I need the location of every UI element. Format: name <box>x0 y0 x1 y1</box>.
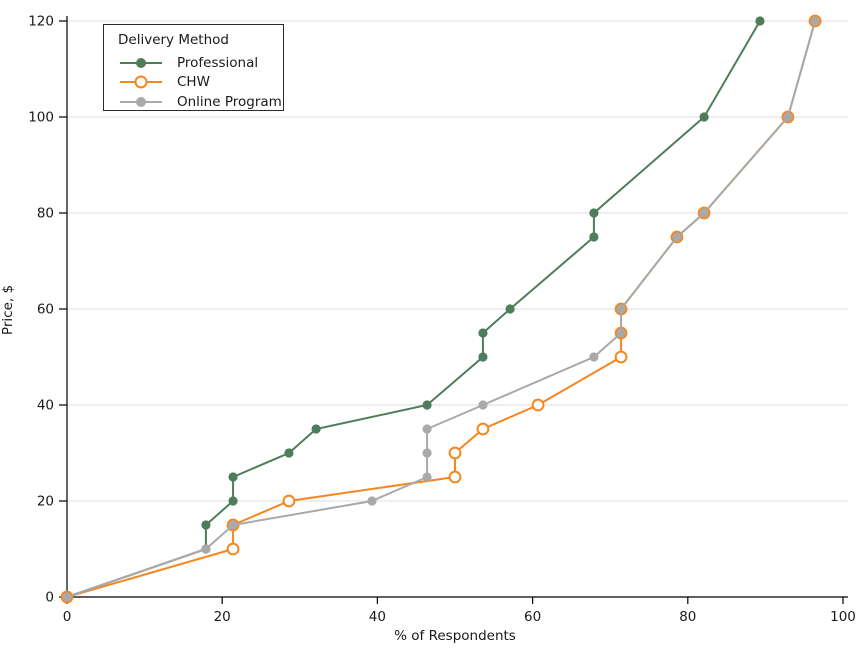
data-point-online-program <box>201 544 211 554</box>
legend-item-online-program: Online Program <box>118 92 283 112</box>
professional-line-marker-icon <box>120 57 162 68</box>
legend-item-professional: Professional <box>118 53 283 73</box>
series-professional <box>62 16 765 602</box>
data-point-professional <box>478 352 488 362</box>
y-axis-title: Price, $ <box>0 284 16 336</box>
legend: Delivery Method Professional CHW Online … <box>103 24 284 111</box>
x-tick-label-100: 100 <box>830 609 856 625</box>
data-point-online-program <box>422 448 432 458</box>
data-point-professional <box>589 208 599 218</box>
data-point-professional <box>505 304 515 314</box>
y-tick-label-100: 100 <box>28 110 54 126</box>
data-point-chw <box>448 470 462 484</box>
data-point-chw <box>226 542 240 556</box>
data-point-online-program <box>783 112 793 122</box>
y-tick-label-40: 40 <box>37 398 54 414</box>
data-point-professional <box>311 424 321 434</box>
data-point-online-program <box>62 592 72 602</box>
data-point-chw <box>448 446 462 460</box>
data-point-professional <box>284 448 294 458</box>
series-online-program <box>62 16 820 602</box>
chw-line-marker-icon <box>120 75 162 89</box>
y-tick-label-60: 60 <box>37 302 54 318</box>
data-point-online-program <box>422 472 432 482</box>
legend-title: Delivery Method <box>118 32 229 48</box>
y-tick-label-20: 20 <box>37 494 54 510</box>
legend-label: Online Program <box>177 93 282 110</box>
data-point-professional <box>201 520 211 530</box>
x-axis-title: % of Respondents <box>394 628 516 644</box>
data-point-chw <box>476 422 490 436</box>
data-point-professional <box>699 112 709 122</box>
x-tick-label-20: 20 <box>214 609 231 625</box>
data-point-chw <box>614 350 628 364</box>
data-point-online-program <box>478 400 488 410</box>
data-point-online-program <box>810 16 820 26</box>
data-point-chw <box>531 398 545 412</box>
y-tick-label-80: 80 <box>37 206 54 222</box>
data-point-professional <box>422 400 432 410</box>
data-point-online-program <box>589 352 599 362</box>
data-point-online-program <box>616 304 626 314</box>
data-point-online-program <box>228 520 238 530</box>
online-program-line-marker-icon <box>120 96 162 107</box>
legend-item-chw: CHW <box>118 73 283 93</box>
data-point-online-program <box>699 208 709 218</box>
data-point-professional <box>228 472 238 482</box>
data-point-professional <box>478 328 488 338</box>
x-tick-label-60: 60 <box>524 609 541 625</box>
data-point-online-program <box>422 424 432 434</box>
data-point-online-program <box>616 328 626 338</box>
data-point-online-program <box>367 496 377 506</box>
gridlines <box>67 20 848 502</box>
x-tick-label-0: 0 <box>63 609 72 625</box>
data-point-chw <box>282 494 296 508</box>
legend-label: Professional <box>177 54 259 71</box>
legend-label: CHW <box>177 74 210 91</box>
data-point-online-program <box>672 232 682 242</box>
x-tick-label-40: 40 <box>369 609 386 625</box>
axes: 0 20 40 60 80 100 0 20 40 60 80 100 120 <box>28 14 856 626</box>
y-tick-label-0: 0 <box>45 590 54 606</box>
data-point-professional <box>755 16 765 26</box>
data-point-professional <box>589 232 599 242</box>
x-tick-label-80: 80 <box>679 609 696 625</box>
data-point-professional <box>228 496 238 506</box>
y-tick-label-120: 120 <box>28 14 54 30</box>
